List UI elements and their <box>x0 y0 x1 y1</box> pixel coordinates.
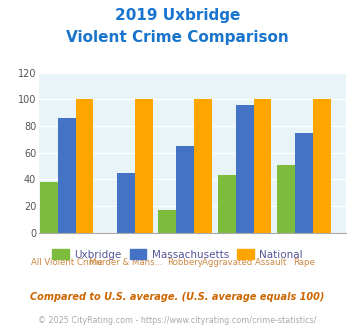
Bar <box>117 173 135 233</box>
Bar <box>58 118 76 233</box>
Bar <box>76 99 93 233</box>
Text: Compared to U.S. average. (U.S. average equals 100): Compared to U.S. average. (U.S. average … <box>30 292 325 302</box>
Bar <box>236 105 253 233</box>
Text: All Violent Crime: All Violent Crime <box>31 258 103 267</box>
Bar <box>176 146 194 233</box>
Bar <box>158 210 176 233</box>
Text: Violent Crime Comparison: Violent Crime Comparison <box>66 30 289 45</box>
Bar <box>135 99 153 233</box>
Bar <box>40 182 58 233</box>
Legend: Uxbridge, Massachusetts, National: Uxbridge, Massachusetts, National <box>48 245 307 264</box>
Text: © 2025 CityRating.com - https://www.cityrating.com/crime-statistics/: © 2025 CityRating.com - https://www.city… <box>38 316 317 325</box>
Text: Murder & Mans...: Murder & Mans... <box>89 258 163 267</box>
Bar <box>277 165 295 233</box>
Bar <box>194 99 212 233</box>
Bar <box>218 175 236 233</box>
Text: Aggravated Assault: Aggravated Assault <box>202 258 287 267</box>
Text: 2019 Uxbridge: 2019 Uxbridge <box>115 8 240 23</box>
Bar <box>253 99 271 233</box>
Bar <box>295 133 313 233</box>
Text: Robbery: Robbery <box>167 258 203 267</box>
Bar <box>313 99 331 233</box>
Text: Rape: Rape <box>293 258 315 267</box>
